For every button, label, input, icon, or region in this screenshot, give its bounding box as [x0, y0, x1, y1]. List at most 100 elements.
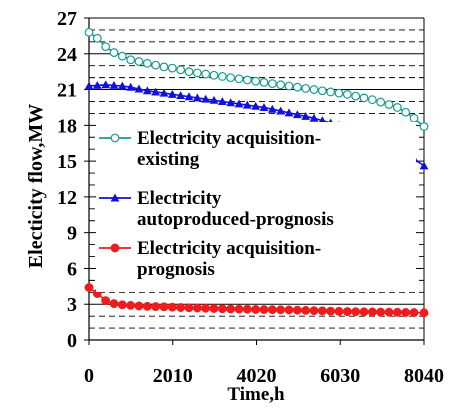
data-point: [209, 70, 219, 80]
data-point: [109, 299, 119, 309]
data-point: [184, 303, 194, 313]
legend-label: prognosis: [137, 259, 215, 280]
data-point: [134, 84, 144, 93]
data-point: [276, 80, 286, 90]
data-point: [309, 85, 319, 94]
data-point: [251, 101, 261, 110]
data-point: [359, 93, 369, 103]
data-point: [267, 79, 277, 88]
data-point: [159, 302, 169, 312]
data-point: [201, 303, 211, 313]
legend-swatch-marker: [110, 133, 120, 143]
data-point: [101, 42, 111, 52]
data-point: [126, 300, 136, 310]
x-tick-label: 4020: [237, 365, 277, 387]
legend-label: autoproduced-prognosis: [137, 209, 334, 230]
data-point: [101, 296, 111, 306]
y-tick-label: 27: [57, 8, 77, 30]
legend-box: [96, 122, 416, 292]
data-point: [409, 308, 419, 318]
data-point: [151, 87, 161, 96]
data-point: [367, 95, 377, 105]
data-point: [251, 76, 261, 86]
legend-swatch-marker: [110, 193, 120, 202]
legend-label: Electricity: [137, 188, 222, 209]
data-point: [276, 305, 286, 315]
data-point: [419, 308, 429, 318]
data-point: [192, 93, 202, 102]
data-point: [117, 300, 127, 310]
data-point: [326, 87, 336, 97]
data-point: [284, 305, 294, 315]
data-point: [376, 97, 386, 107]
data-point: [117, 51, 127, 61]
data-point: [342, 307, 352, 317]
tick-labels: 0 3 6 9 12 15 18 21 24 27 0 2010 4020 6030 8040: [57, 8, 444, 387]
y-axis-label: Electicity flow,MW: [25, 104, 47, 268]
data-point: [209, 95, 219, 104]
data-point: [292, 305, 302, 315]
data-point: [259, 103, 269, 111]
legend: Electricity acquisition-existingElectric…: [96, 122, 416, 292]
data-point: [151, 60, 161, 70]
data-point: [317, 86, 327, 96]
data-point: [309, 113, 319, 122]
data-point: [167, 89, 177, 98]
data-point: [276, 106, 286, 115]
data-point: [309, 306, 319, 316]
data-point: [142, 58, 152, 68]
legend-swatch-marker: [110, 243, 120, 253]
data-point: [217, 97, 227, 106]
data-point: [259, 77, 269, 87]
data-point: [151, 302, 161, 312]
x-tick-label: 8040: [404, 365, 444, 387]
data-point: [159, 88, 169, 97]
data-point: [176, 91, 186, 100]
data-point: [292, 82, 302, 92]
data-point: [176, 303, 186, 313]
data-point: [209, 304, 219, 313]
data-point: [117, 81, 127, 90]
data-point: [242, 304, 252, 314]
data-point: [419, 122, 429, 131]
y-tick-label: 3: [67, 294, 77, 316]
y-tick-label: 6: [67, 258, 77, 280]
data-point: [234, 74, 244, 84]
data-point: [401, 107, 411, 117]
y-tick-label: 18: [57, 115, 77, 137]
data-point: [284, 81, 294, 91]
data-point: [142, 86, 152, 95]
data-point: [217, 304, 227, 314]
x-tick-label: 2010: [153, 365, 193, 387]
y-tick-label: 24: [57, 44, 77, 66]
data-point: [167, 63, 177, 73]
data-point: [242, 100, 252, 109]
data-point: [192, 303, 202, 313]
data-point: [326, 306, 336, 316]
data-point: [317, 306, 327, 316]
data-point: [301, 305, 311, 315]
data-point: [226, 98, 236, 107]
legend-label: Electricity acquisition-: [137, 128, 321, 149]
data-point: [176, 65, 186, 75]
data-point: [159, 62, 169, 72]
data-point: [384, 307, 394, 317]
data-point: [267, 104, 277, 113]
data-point: [351, 307, 361, 317]
data-point: [101, 80, 111, 89]
data-point: [367, 307, 377, 317]
x-tick-label: 6030: [320, 365, 360, 387]
x-tick-label: 0: [84, 365, 94, 387]
data-point: [92, 33, 102, 43]
data-point: [401, 308, 411, 317]
data-point: [359, 307, 369, 317]
data-point: [84, 81, 94, 90]
data-point: [217, 72, 227, 81]
data-point: [334, 88, 344, 98]
data-point: [167, 302, 177, 312]
data-point: [109, 80, 119, 89]
data-point: [259, 305, 269, 315]
data-point: [184, 67, 194, 77]
data-point: [192, 68, 202, 78]
legend-label: Electricity acquisition-: [137, 238, 321, 259]
